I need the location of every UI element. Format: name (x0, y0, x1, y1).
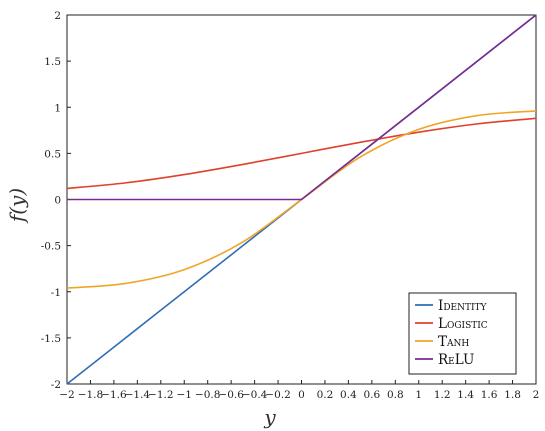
x-tick-label: 1.2 (434, 389, 451, 401)
x-tick-label: −1.2 (148, 389, 174, 401)
x-tick-label: −1.4 (125, 389, 151, 401)
x-tick-label: 0.4 (340, 389, 357, 401)
y-tick-label: -2 (51, 379, 61, 391)
x-tick-label: 0.2 (317, 389, 334, 401)
x-axis-ticks: −2 −1.8−1.6−1.4−1.2 −1 −0.8−0.6−0.4−0.2 0 0.2… (59, 380, 539, 401)
y-tick-label: -1 (51, 287, 61, 299)
x-tick-label: −0.2 (265, 389, 291, 401)
series-line-logistic (66, 117, 537, 190)
x-tick-label: −1 (177, 389, 192, 401)
series-line-relu (67, 14, 537, 201)
legend-label-tanh: Tanh (438, 334, 469, 350)
x-tick-label: −2 (59, 389, 74, 401)
x-tick-label: −1.8 (78, 389, 104, 401)
x-tick-label: 1.4 (457, 389, 474, 401)
x-tick-label: 0.8 (387, 389, 404, 401)
y-tick-label: 0 (54, 195, 61, 207)
x-tick-label: −1.6 (101, 389, 127, 401)
x-tick-label: 0.6 (363, 389, 380, 401)
legend-label-identity: Identity (438, 298, 488, 314)
y-tick-label: -1.5 (41, 333, 61, 345)
x-tick-label: −0.8 (195, 389, 221, 401)
x-tick-label: 1.6 (481, 389, 498, 401)
y-tick-label: -0.5 (41, 241, 61, 253)
y-tick-label: 1.5 (44, 56, 61, 68)
y-tick-label: 2 (54, 10, 61, 22)
legend-label-relu: ReLU (438, 352, 474, 368)
legend-label-logistic: Logistic (438, 316, 488, 332)
x-axis-label: y (263, 405, 276, 429)
y-axis-ticks: 2 1.5 1 0.5 0 -0.5 -1 -1.5 -2 (41, 10, 71, 391)
legend-box (408, 292, 517, 375)
y-axis-label: f(y) (5, 188, 29, 224)
legend: Identity Logistic Tanh ReLU (408, 292, 517, 375)
x-tick-label: 2 (533, 389, 540, 401)
x-tick-label: 1 (415, 389, 422, 401)
y-tick-label: 1 (54, 102, 61, 114)
x-tick-label: −0.4 (242, 389, 268, 401)
y-tick-label: 0.5 (44, 148, 61, 160)
x-tick-label: −0.6 (218, 389, 244, 401)
x-tick-label: 0 (298, 389, 305, 401)
x-tick-label: 1.8 (504, 389, 521, 401)
series-lines (66, 14, 537, 385)
